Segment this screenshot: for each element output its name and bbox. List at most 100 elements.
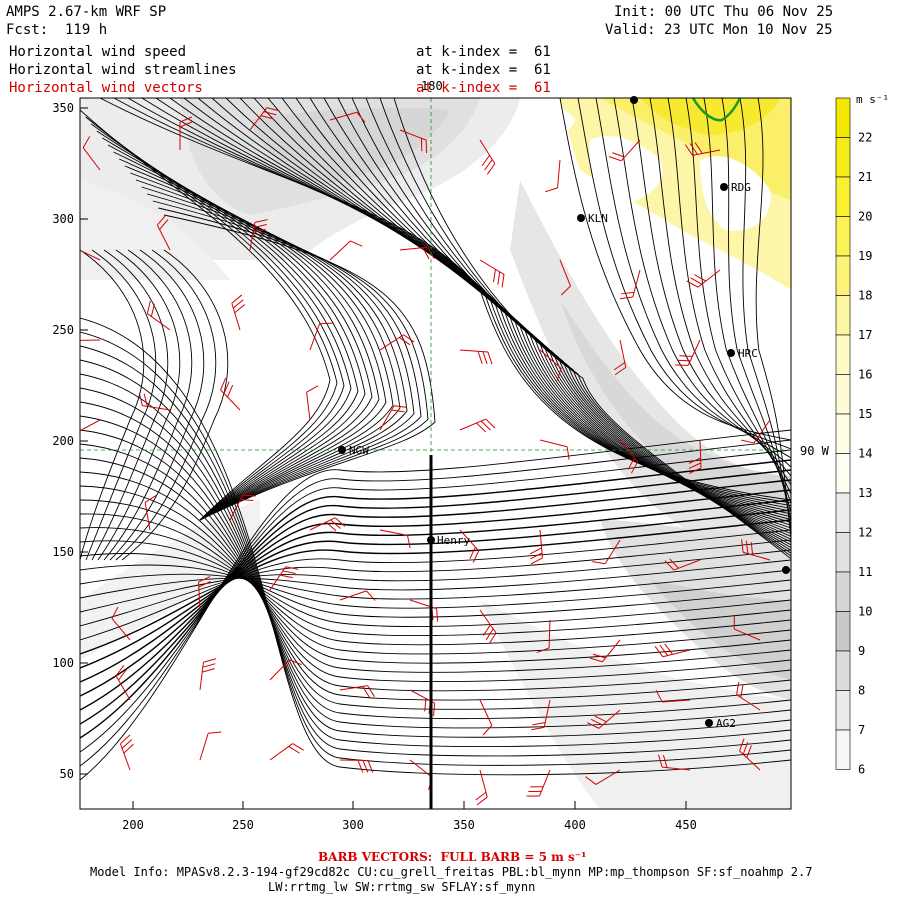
wind-barb — [739, 738, 761, 771]
colorbar-swatch — [835, 690, 851, 731]
colorbar-label: 9 — [858, 644, 865, 658]
colorbar-swatch — [835, 374, 851, 415]
wind-barb — [115, 665, 131, 701]
wind-barb — [146, 300, 171, 331]
colorbar-label: 12 — [858, 526, 872, 540]
streamline — [91, 249, 169, 561]
streamline — [80, 443, 791, 692]
streamline — [80, 471, 791, 673]
streamline — [755, 98, 791, 540]
station-east[interactable] — [782, 566, 790, 574]
wind-barb — [531, 699, 551, 731]
wind-barb — [688, 439, 702, 474]
colorbar: m s⁻¹ 22 21 20 19 18 17 16 15 14 13 12 11 10 9 8 7 6 — [835, 93, 889, 777]
streamline — [80, 499, 791, 683]
wind-barb — [664, 558, 701, 571]
y-tick-label: 50 — [60, 767, 74, 781]
wind-barb — [686, 269, 721, 288]
streamline — [703, 98, 791, 513]
wind-barb — [379, 529, 411, 549]
colorbar-unit: m s⁻¹ — [856, 93, 889, 106]
wind-barb — [459, 349, 493, 365]
y-tick-label: 150 — [52, 545, 74, 559]
plot-title: AMPS 2.67-km WRF SP — [6, 4, 167, 20]
wind-barb — [529, 529, 543, 565]
wind-barb — [119, 734, 134, 771]
map-frame — [79, 97, 792, 810]
streamline — [80, 317, 791, 776]
wind-barb — [479, 609, 497, 645]
wind-barb — [179, 116, 193, 150]
wind-barb — [559, 259, 571, 296]
colorbar-label: 20 — [858, 210, 872, 224]
wind-barb — [399, 129, 428, 154]
streamline — [102, 137, 359, 521]
colorbar-swatch — [835, 137, 851, 178]
wind-barbs — [80, 107, 771, 806]
colorbar-label: 22 — [858, 131, 872, 145]
y-tick-label: 200 — [52, 434, 74, 448]
station-label: AG2 — [716, 717, 736, 730]
wind-barb — [111, 606, 131, 641]
wind-barb — [619, 269, 641, 300]
colorbar-swatch — [835, 176, 851, 217]
wind-barb — [459, 529, 480, 563]
streamline — [685, 98, 791, 504]
streamline — [80, 457, 791, 682]
wind-barb — [379, 405, 407, 431]
wind-barb — [475, 769, 488, 806]
streamline — [80, 459, 791, 739]
colorbar-swatch — [835, 611, 851, 652]
station-label: NGW — [349, 444, 369, 457]
station-ag2[interactable]: AG2 — [705, 717, 736, 730]
wind-barb — [585, 769, 621, 785]
colorbar-swatch — [835, 97, 851, 138]
wind-barb — [684, 142, 721, 156]
station-rdg[interactable]: RDG — [720, 181, 751, 194]
colorbar-swatch — [835, 216, 851, 257]
wind-barb — [249, 107, 280, 131]
streamline — [80, 469, 791, 725]
wind-barb — [526, 769, 551, 797]
wind-barb — [144, 494, 157, 531]
streamline — [80, 415, 791, 710]
colorbar-swatch — [835, 650, 851, 691]
streamline — [80, 249, 145, 561]
coastline — [691, 97, 742, 122]
station-henry[interactable]: Henry — [427, 534, 470, 547]
streamline — [365, 98, 791, 554]
colorbar-swatch — [835, 729, 851, 770]
wind-barb — [309, 517, 346, 532]
colorbar-label: 14 — [858, 447, 872, 461]
wind-barb — [479, 259, 505, 288]
colorbar-swatch — [835, 413, 851, 454]
streamline — [80, 429, 791, 701]
wind-barb — [249, 219, 268, 251]
wind-barb — [339, 685, 375, 698]
streamline — [80, 539, 791, 627]
y-tick-label: 300 — [52, 212, 74, 226]
station-kln[interactable]: KLN — [577, 212, 608, 225]
wind-barb — [675, 339, 701, 366]
wind-barb — [199, 658, 217, 691]
wind-barb — [736, 681, 761, 711]
wind-barb — [479, 139, 496, 175]
colorbar-label: 18 — [858, 289, 872, 303]
wind-barb — [539, 439, 570, 460]
streamline — [158, 207, 429, 521]
wind-barb — [309, 322, 333, 351]
station-north[interactable] — [630, 96, 638, 104]
station-hrc[interactable]: HRC — [727, 347, 758, 360]
x-tick-label: 450 — [675, 818, 697, 832]
x-tick-label: 250 — [232, 818, 254, 832]
wind-barb — [613, 339, 627, 376]
wind-barb — [82, 136, 101, 171]
wind-barb — [339, 759, 374, 773]
station-ngw[interactable]: NGW — [338, 444, 369, 457]
streamline — [351, 98, 791, 551]
streamline — [80, 345, 791, 757]
wind-barb — [619, 439, 639, 474]
streamline — [80, 387, 791, 729]
colorbar-label: 17 — [858, 328, 872, 342]
colorbar-swatch — [835, 255, 851, 296]
